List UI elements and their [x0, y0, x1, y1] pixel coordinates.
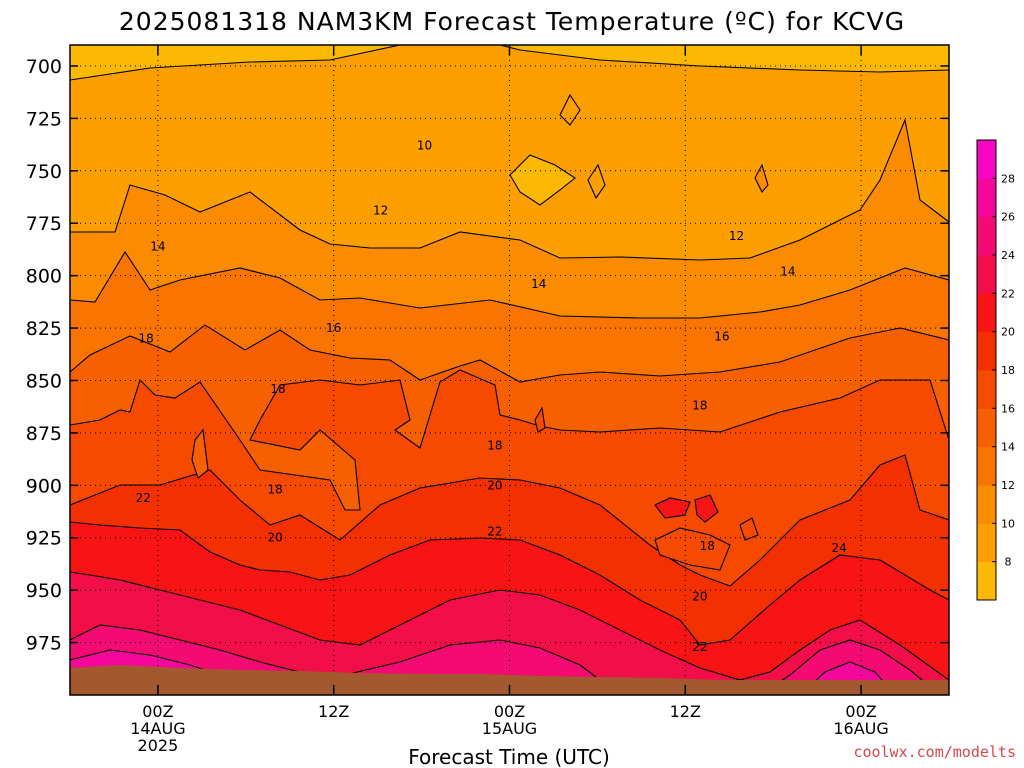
colorbar: 8 10 12 14 16 18 20 22 24 26 28	[976, 139, 1015, 601]
colorbar-tick-label: 12	[1001, 479, 1015, 492]
contour-label: 20	[692, 589, 707, 603]
contour-label: 16	[714, 329, 729, 343]
plot-area: 10 12 12 14 14 14 16 16 18 18 18 18 18 18 20 20 20 22 22 22…	[70, 45, 949, 695]
colorbar-swatch	[977, 523, 996, 563]
contour-labels: 10 12 12 14 14 14 16 16 18 18 18 18 18 18 20 20 20 22 22 22…	[136, 139, 847, 654]
x-tick-year: 2025	[138, 736, 179, 755]
terrain-ground	[70, 665, 949, 695]
colorbar-tick-label: 18	[1001, 364, 1015, 377]
colorbar-swatch	[977, 331, 996, 371]
band-18-20	[70, 370, 949, 586]
chart-title: 2025081318 NAM3KM Forecast Temperature (…	[119, 7, 905, 36]
x-tick-date: 15AUG	[482, 719, 537, 738]
contour-lines	[70, 45, 949, 695]
contour-label: 16	[326, 321, 341, 335]
contour-label: 22	[136, 491, 151, 505]
contour-label: 14	[150, 239, 165, 253]
grid-lines	[70, 45, 949, 695]
colorbar-tick-label: 20	[1001, 326, 1015, 339]
x-tick-date: 14AUG	[130, 719, 185, 738]
contour-label: 18	[139, 332, 154, 346]
colorbar-swatch	[977, 255, 996, 294]
contour-label: 20	[267, 531, 282, 545]
contour-label: 18	[267, 483, 282, 497]
y-tick-label: 925	[26, 528, 62, 550]
colorbar-swatch	[977, 485, 996, 524]
contour-label: 22	[487, 524, 502, 538]
colorbar-tick-label: 28	[1001, 172, 1015, 185]
contour-label: 12	[729, 229, 744, 243]
y-tick-label: 950	[26, 580, 62, 602]
band-14-16	[70, 252, 949, 382]
band-10-12	[70, 45, 949, 260]
band-16-18	[70, 325, 949, 510]
x-axis-label: Forecast Time (UTC)	[408, 745, 610, 768]
contour-label: 20	[487, 478, 502, 492]
contour-label: 18	[692, 399, 707, 413]
colorbar-swatch	[977, 293, 996, 333]
x-tick-date: 16AUG	[833, 719, 888, 738]
colorbar-tick-label: 8	[1005, 556, 1012, 569]
colorbar-swatch	[977, 446, 996, 486]
y-tick-label: 725	[26, 108, 62, 130]
colorbar-swatch	[977, 561, 996, 601]
colorbar-swatch	[977, 216, 996, 256]
x-tick-label: 12Z	[318, 702, 349, 721]
x-tick-label: 00Z	[142, 702, 173, 721]
contour-label: 18	[270, 382, 285, 396]
contour-label: 10	[417, 139, 432, 153]
y-tick-label: 875	[26, 423, 62, 445]
colorbar-tick-label: 26	[1001, 211, 1015, 224]
contour-label: 22	[692, 640, 707, 654]
x-tick-label: 12Z	[670, 702, 701, 721]
band-12-14	[70, 120, 949, 318]
x-tick-label: 00Z	[845, 702, 876, 721]
colorbar-tick-label: 14	[1001, 441, 1015, 454]
contour-label: 12	[373, 204, 388, 218]
colorbar-swatch	[977, 178, 996, 218]
contour-label: 18	[700, 539, 715, 553]
y-tick-label: 800	[26, 266, 62, 288]
colorbar-swatch	[977, 408, 996, 448]
x-tick-label: 00Z	[494, 702, 525, 721]
contour-label: 14	[531, 277, 546, 291]
y-tick-label: 975	[26, 633, 62, 655]
y-tick-label: 825	[26, 318, 62, 340]
band-24-26	[70, 572, 949, 695]
contour-label: 24	[831, 541, 846, 555]
colorbar-tick-label: 22	[1001, 287, 1015, 300]
y-tick-label: 900	[26, 475, 62, 497]
colorbar-tick-label: 24	[1001, 249, 1015, 262]
y-tick-label: 850	[26, 370, 62, 392]
band-below-10	[70, 45, 949, 80]
contour-label: 14	[780, 264, 795, 278]
y-tick-label: 700	[26, 56, 62, 78]
band-20-22	[70, 455, 949, 645]
contour-label: 18	[487, 438, 502, 452]
y-axis: 700 725 750 775 800 825 850 875 900 925 950 975	[26, 56, 949, 655]
credit-text: coolwx.com/modelts	[853, 743, 1016, 761]
colorbar-swatch	[977, 370, 996, 409]
y-tick-label: 775	[26, 213, 62, 235]
colorbar-tick-label: 10	[1001, 517, 1015, 530]
y-tick-label: 750	[26, 161, 62, 183]
colorbar-tick-label: 16	[1001, 402, 1015, 415]
colorbar-swatch	[977, 140, 996, 179]
